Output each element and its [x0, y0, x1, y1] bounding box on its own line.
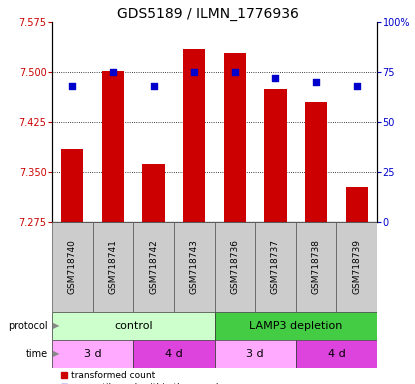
Text: GSM718740: GSM718740 — [68, 240, 77, 295]
Bar — [215, 312, 377, 340]
Bar — [255, 222, 296, 312]
Point — [232, 69, 238, 75]
Bar — [133, 222, 174, 312]
Point — [110, 69, 116, 75]
Bar — [174, 222, 215, 312]
Bar — [305, 102, 327, 222]
Bar — [52, 312, 215, 340]
Text: LAMP3 depletion: LAMP3 depletion — [249, 321, 342, 331]
Bar — [93, 222, 133, 312]
Bar — [215, 222, 255, 312]
Point — [313, 79, 320, 85]
Bar — [102, 71, 124, 222]
Point — [353, 83, 360, 89]
Bar — [296, 222, 337, 312]
Text: GSM718741: GSM718741 — [108, 240, 117, 295]
Text: 3 d: 3 d — [247, 349, 264, 359]
Text: GDS5189 / ILMN_1776936: GDS5189 / ILMN_1776936 — [117, 7, 298, 21]
Text: GSM718737: GSM718737 — [271, 240, 280, 295]
Text: 3 d: 3 d — [84, 349, 101, 359]
Bar — [337, 222, 377, 312]
Bar — [52, 340, 133, 368]
Text: control: control — [114, 321, 153, 331]
Bar — [224, 53, 246, 222]
Text: GSM718736: GSM718736 — [230, 240, 239, 295]
Point — [69, 83, 76, 89]
Text: time: time — [26, 349, 48, 359]
Text: 4 d: 4 d — [165, 349, 183, 359]
Bar — [133, 340, 215, 368]
Bar — [264, 89, 287, 222]
Bar — [61, 149, 83, 222]
Bar — [142, 164, 165, 222]
Bar — [346, 187, 368, 222]
Text: protocol: protocol — [8, 321, 48, 331]
Text: GSM718742: GSM718742 — [149, 240, 158, 295]
Text: GSM718739: GSM718739 — [352, 240, 361, 295]
Bar — [183, 49, 205, 222]
Text: ▶: ▶ — [53, 349, 59, 359]
Point — [150, 83, 157, 89]
Bar — [52, 222, 93, 312]
Text: 4 d: 4 d — [327, 349, 345, 359]
Text: GSM718738: GSM718738 — [312, 240, 320, 295]
Bar — [296, 340, 377, 368]
Bar — [215, 340, 296, 368]
Point — [191, 69, 198, 75]
Legend: transformed count, percentile rank within the sample: transformed count, percentile rank withi… — [56, 368, 228, 384]
Point — [272, 75, 279, 81]
Text: ▶: ▶ — [53, 321, 59, 331]
Text: GSM718743: GSM718743 — [190, 240, 199, 295]
